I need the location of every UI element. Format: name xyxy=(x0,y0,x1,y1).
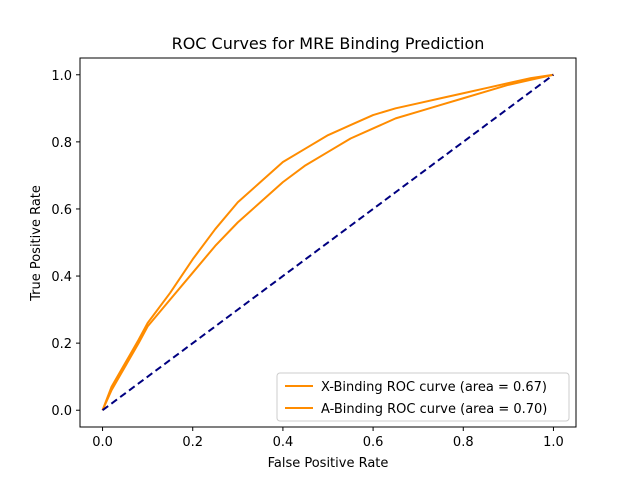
y-tick-label-2: 0.4 xyxy=(51,270,72,285)
x-axis-label: False Positive Rate xyxy=(268,456,389,471)
y-tick-label-5: 1.0 xyxy=(51,69,72,84)
chart-title: ROC Curves for MRE Binding Prediction xyxy=(172,34,485,53)
y-tick-label-4: 0.8 xyxy=(51,136,72,151)
x-tick-label-5: 1.0 xyxy=(543,435,564,450)
legend-entry-1: A-Binding ROC curve (area = 0.70) xyxy=(321,402,547,417)
x-tick-label-3: 0.6 xyxy=(363,435,384,450)
plot-area xyxy=(79,57,577,428)
y-tick-label-0: 0.0 xyxy=(51,404,72,419)
series-line-0 xyxy=(101,73,554,411)
y-tick-label-3: 0.6 xyxy=(51,203,72,218)
y-axis-label: True Positive Rate xyxy=(29,185,44,302)
axis-ticks: 0.0 0.2 0.4 0.6 0.8 1.0 0.0 0.2 0.4 0.6 0.8 1.0 xyxy=(51,69,563,450)
x-tick-label-1: 0.2 xyxy=(182,435,203,450)
axes-frame xyxy=(79,57,577,428)
x-tick-label-0: 0.0 xyxy=(92,435,113,450)
legend-box xyxy=(276,372,570,422)
legend-entry-0: X-Binding ROC curve (area = 0.67) xyxy=(321,380,547,395)
x-tick-label-4: 0.8 xyxy=(453,435,474,450)
series-line-2 xyxy=(101,73,555,412)
x-tick-label-2: 0.4 xyxy=(273,435,294,450)
y-tick-label-1: 0.2 xyxy=(51,337,72,352)
legend: X-Binding ROC curve (area = 0.67) A-Bindi… xyxy=(276,372,570,422)
series-line-1 xyxy=(101,73,554,411)
